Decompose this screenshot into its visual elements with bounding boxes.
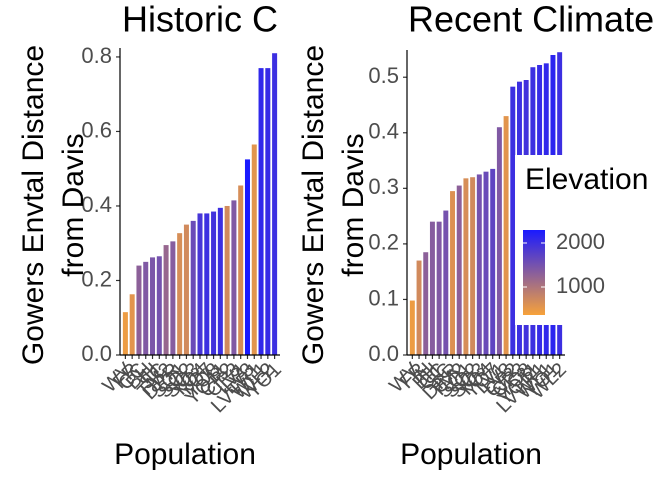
legend-label: 1000 [556,273,605,298]
bar [136,265,142,355]
y-tick-label: 0.2 [368,230,399,255]
bar [503,116,509,355]
bar [483,171,489,355]
bar [272,53,278,356]
bar [436,221,442,355]
bar [129,294,135,355]
bar [510,86,516,356]
y-tick-label: 0.0 [81,341,112,366]
bar [183,224,189,355]
chart-title: Recent Climate [408,0,654,40]
bar [463,178,469,355]
y-tick-label: 0.8 [81,43,112,68]
bar [258,68,264,356]
bar [251,144,257,355]
bar [450,191,455,355]
colorbar [523,230,545,315]
y-tick-label: 0.6 [81,117,112,142]
bar [163,245,169,355]
bar [211,211,217,355]
y-tick-label: 0.0 [368,341,399,366]
bar [490,168,496,355]
bar [231,200,237,355]
bar [423,252,429,355]
bar [204,213,210,355]
bar [143,261,149,355]
y-tick-label: 0.4 [81,192,112,217]
bar [224,205,230,355]
bar [156,256,162,355]
y-axis-title: from Davis [337,133,370,276]
bar [409,300,415,355]
bar [496,127,502,355]
y-tick-label: 0.5 [368,63,399,88]
bar [456,185,462,355]
y-axis-title: Gowers Envtal Distance [297,45,330,365]
bar [416,260,422,355]
bar [150,257,156,355]
y-axis-title: from Davis [57,133,90,276]
x-axis-title: Population [114,438,256,471]
y-axis-title: Gowers Envtal Distance [17,45,50,365]
bar [238,185,244,355]
panel: Historic C0.00.20.40.60.8WVFRCCBHIHSCTM2… [81,0,283,417]
x-axis-title: Population [400,438,542,471]
legend-title: Elevation [525,163,648,196]
bar [177,233,183,355]
bar [429,221,435,355]
bar [217,207,223,355]
bar [190,220,196,355]
y-tick-label: 0.4 [368,119,399,144]
bar [443,210,449,355]
bar [265,68,271,356]
bar [197,213,203,355]
y-tick-label: 0.3 [368,174,399,199]
chart-title: Historic C [122,0,278,40]
bar [170,241,176,355]
y-tick-label: 0.2 [81,266,112,291]
bar [244,159,250,355]
bar [470,177,476,355]
bar [122,312,128,355]
bar [476,174,482,355]
y-tick-label: 0.1 [368,285,399,310]
legend-label: 2000 [556,229,605,254]
